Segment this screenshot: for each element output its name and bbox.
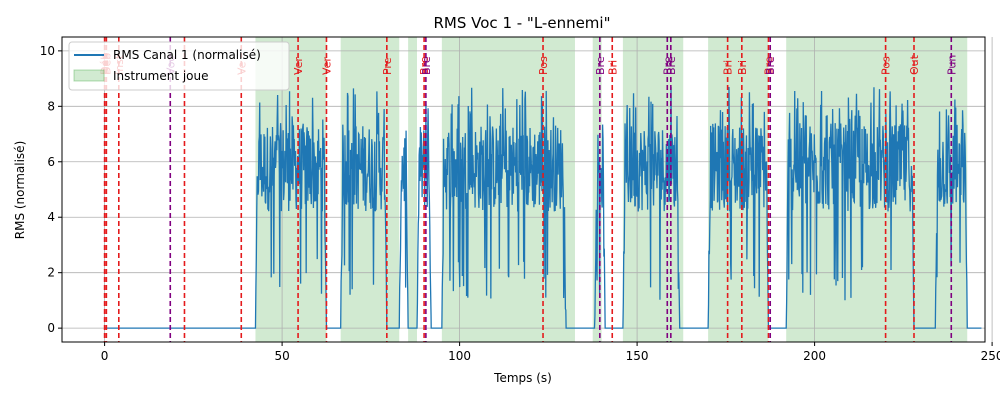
marker-label-18: Bre [762,56,775,75]
instrument-band-2 [408,37,417,342]
x-tick-label-1: 50 [274,349,289,363]
marker-label-9: Bre [418,56,431,75]
marker-label-21: Out [908,54,921,75]
marker-label-6: Ver [292,57,305,75]
y-tick-label-5: 10 [40,44,55,58]
y-tick-label-2: 4 [47,210,55,224]
x-tick-label-3: 150 [626,349,649,363]
plot-frame [61,36,986,343]
marker-label-12: Bre [594,56,607,75]
chart-title: RMS Voc 1 - "L-ennemi" [434,14,611,32]
x-tick-label-4: 200 [803,349,826,363]
legend-box [68,41,290,91]
marker-label-19: Bre [764,56,777,75]
y-axis-label: RMS (normalisé) [13,141,27,240]
y-tick-label-1: 2 [47,266,55,280]
y-axis: 0 2 4 6 8 10 [40,44,62,335]
x-axis: 0 50 100 150 200 250 [101,342,1000,363]
y-tick-label-0: 0 [47,321,55,335]
x-tick-label-0: 0 [101,349,109,363]
legend-line-label: RMS Canal 1 (normalisé) [113,48,261,62]
marker-label-13: Bri [606,60,619,75]
x-axis-label: Temps (s) [493,371,552,385]
y-tick-label-3: 6 [47,155,55,169]
marker-label-10: Bre [420,56,433,75]
marker-label-11: Pos [537,56,550,75]
marker-label-16: Bri [722,60,735,75]
legend: RMS Canal 1 (normalisé) Instrument joue [68,41,290,91]
marker-label-8: Pre [381,57,394,75]
marker-label-22: Pun [945,55,958,75]
legend-band-label: Instrument joue [113,69,209,83]
legend-band-swatch [73,69,105,82]
y-tick-label-4: 8 [47,99,55,113]
x-tick-label-5: 250 [981,349,1000,363]
x-tick-label-2: 100 [448,349,471,363]
marker-label-7: Ver [320,57,333,75]
marker-label-15: Bre [665,56,678,75]
marker-label-17: Bri [736,60,749,75]
marker-label-20: Pos [880,56,893,75]
